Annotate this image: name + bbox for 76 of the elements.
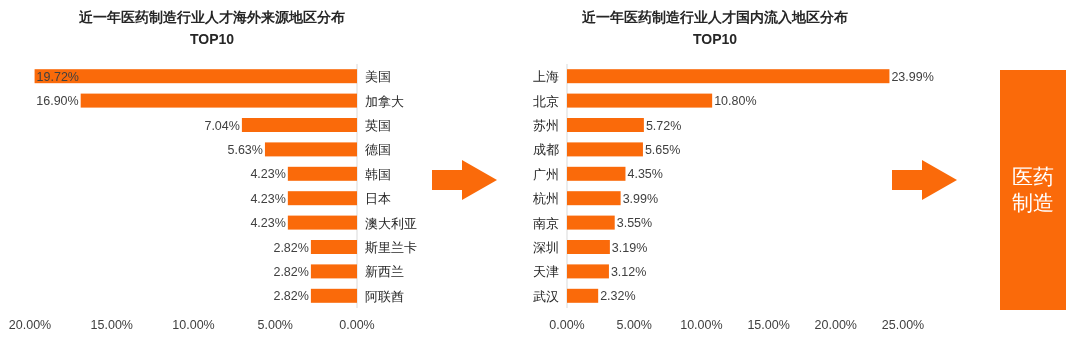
y-tick-label: 杭州 [532,191,559,207]
y-tick-label: 苏州 [533,118,559,133]
bar [287,191,357,206]
data-label: 2.82% [273,289,309,304]
bar [34,69,357,84]
data-label: 5.65% [644,142,681,157]
data-label: 3.19% [611,240,648,255]
x-tick-label: 0.00% [549,318,585,332]
y-tick-label: 德国 [365,142,391,158]
x-tick-label: 0.00% [339,318,375,332]
chart-title: 近一年医药制造行业人才海外来源地区分布 [78,9,345,25]
y-tick-label: 天津 [533,264,559,280]
data-label: 2.32% [600,289,636,304]
bar [287,215,357,230]
y-tick-label: 北京 [533,93,559,109]
data-label: 4.23% [250,216,286,231]
data-label: 10.80% [714,94,757,109]
bar [241,118,357,132]
bar [310,240,357,254]
data-label: 5.72% [645,118,682,133]
x-tick-label: 10.00% [172,318,215,332]
y-tick-label: 美国 [365,69,391,85]
y-tick-label: 英国 [365,118,391,133]
data-label: 2.82% [273,264,309,279]
x-tick-label: 5.00% [616,318,652,332]
bar [567,69,890,84]
x-tick-label: 5.00% [257,318,293,332]
chart-title: 近一年医药制造行业人才国内流入地区分布 [581,9,848,25]
bar [310,264,357,279]
y-tick-label: 上海 [533,69,559,85]
y-tick-label: 澳大利亚 [365,215,417,231]
data-label: 4.23% [250,167,286,182]
x-tick-label: 15.00% [90,318,133,332]
data-label: 4.23% [250,191,286,206]
data-label: 19.72% [36,69,79,84]
x-tick-label: 20.00% [814,318,857,332]
y-tick-label: 广州 [533,166,559,182]
y-tick-label: 韩国 [365,166,391,182]
text: 医药制造 [1012,165,1054,214]
data-label: 4.35% [627,167,663,182]
bar [567,264,609,279]
data-label: 23.99% [891,69,934,84]
bar [567,118,644,132]
chart-subtitle: TOP10 [189,31,235,47]
bar [567,142,643,157]
y-tick-label: 新西兰 [365,264,404,280]
bar [567,288,599,303]
bar [264,142,357,157]
y-tick-label: 阿联酋 [365,288,404,304]
bar [310,288,357,303]
y-tick-label: 成都 [533,142,559,158]
y-tick-label: 武汉 [533,288,559,304]
y-tick-label: 斯里兰卡 [365,240,417,255]
data-label: 3.12% [610,264,647,279]
y-tick-label: 日本 [365,191,391,207]
bar [567,93,713,108]
x-tick-label: 25.00% [881,318,925,332]
bar [567,166,626,181]
data-label: 3.55% [616,216,653,231]
bar [287,166,357,181]
y-tick-label: 深圳 [533,240,559,255]
chart-subtitle: TOP10 [692,31,738,47]
data-label: 16.90% [36,94,79,109]
y-tick-label: 南京 [533,215,559,231]
x-tick-label: 15.00% [747,318,790,332]
bar [567,240,610,254]
bar [567,191,621,206]
x-tick-label: 10.00% [680,318,723,332]
bar [80,93,357,108]
y-tick-label: 加拿大 [365,93,404,109]
bar [567,215,615,230]
data-label: 5.63% [227,142,263,157]
x-tick-label: 20.00% [8,318,52,332]
data-label: 3.99% [622,191,659,206]
data-label: 7.04% [204,118,240,133]
data-label: 2.82% [273,240,309,255]
